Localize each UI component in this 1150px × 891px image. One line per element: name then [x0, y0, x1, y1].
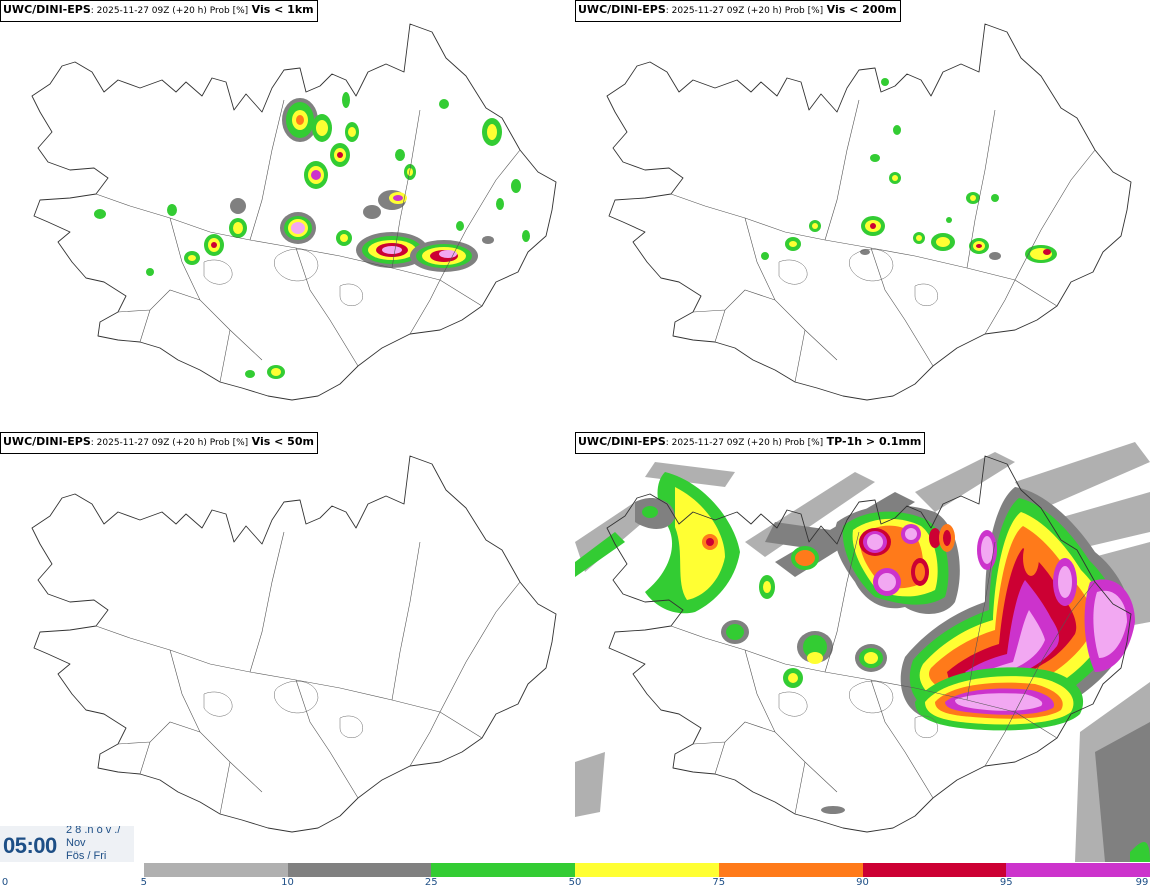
- legend-tick-10: 10: [281, 877, 294, 888]
- legend-bin-50: [575, 863, 719, 877]
- legend-tick-0: 0: [1, 877, 9, 888]
- legend-tick-90: 90: [856, 877, 869, 888]
- date-line-3: Fös / Fri: [66, 850, 107, 862]
- legend-bin-0: [0, 863, 144, 877]
- legend-tick-75: 75: [712, 877, 726, 888]
- legend-bin-95: [1006, 863, 1150, 877]
- panel-title: UWC/DINI-EPS: 2025-11-27 09Z (+20 h) Pro…: [0, 0, 318, 22]
- iceland-map: [606, 23, 1132, 401]
- probability-color-legend: 0 5 10 25 50 75 90 95 99: [0, 862, 1150, 891]
- valid-date: 2 8 .n ó v ./ Nov Fös / Fri: [66, 826, 120, 862]
- legend-tick-95: 95: [999, 877, 1013, 888]
- legend-tick-50: 50: [568, 877, 582, 888]
- map-panel-vis-200m: UWC/DINI-EPS: 2025-11-27 09Z (+20 h) Pro…: [575, 0, 1150, 430]
- date-line-2: Nov: [66, 837, 86, 849]
- legend-tick-99: 99: [1135, 877, 1149, 888]
- map-panel-vis-1km: UWC/DINI-EPS: 2025-11-27 09Z (+20 h) Pro…: [0, 0, 575, 430]
- map-panel-precip: UWC/DINI-EPS: 2025-11-27 09Z (+20 h) Pro…: [575, 432, 1150, 862]
- iceland-map: [575, 442, 1150, 862]
- panel-title: UWC/DINI-EPS: 2025-11-27 09Z (+20 h) Pro…: [0, 432, 318, 454]
- panel-title: UWC/DINI-EPS: 2025-11-27 09Z (+20 h) Pro…: [575, 432, 926, 454]
- legend-bin-25: [431, 863, 575, 877]
- iceland-map: [31, 455, 557, 833]
- panel-title: UWC/DINI-EPS: 2025-11-27 09Z (+20 h) Pro…: [575, 0, 901, 22]
- iceland-map: [31, 23, 557, 401]
- date-line-1: 2 8 .n ó v ./: [66, 826, 121, 836]
- valid-time: 05:00: [3, 833, 57, 858]
- legend-bin-75: [718, 863, 863, 877]
- valid-time-box: 05:00 2 8 .n ó v ./ Nov Fös / Fri: [0, 826, 134, 862]
- legend-bin-10: [287, 863, 432, 877]
- legend-bin-90: [862, 863, 1007, 877]
- legend-bin-5: [143, 863, 288, 877]
- legend-tick-25: 25: [424, 877, 438, 888]
- map-panel-vis-50m: UWC/DINI-EPS: 2025-11-27 09Z (+20 h) Pro…: [0, 432, 575, 862]
- legend-tick-5: 5: [140, 877, 147, 888]
